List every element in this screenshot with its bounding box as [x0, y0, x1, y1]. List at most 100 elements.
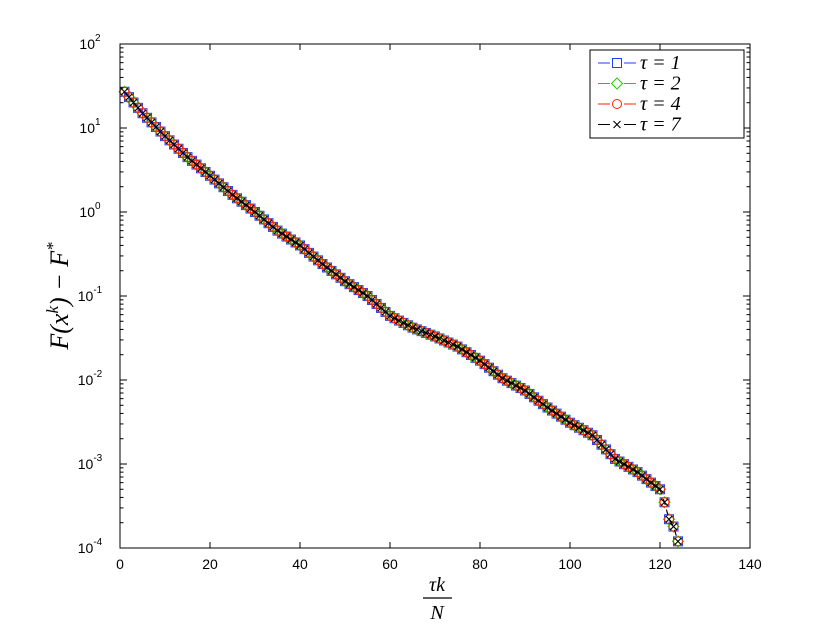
y-axis-label-sup1: k [43, 306, 62, 314]
data-point-x [575, 423, 583, 432]
data-point-x [642, 475, 651, 484]
data-point-x [282, 232, 291, 241]
data-point-circle [425, 329, 436, 340]
data-point-x [570, 421, 579, 430]
data-point-x [494, 370, 502, 379]
x-tick-label: 80 [472, 556, 488, 572]
data-point-x [440, 336, 448, 345]
data-point-x [669, 522, 678, 531]
legend: τ = 1τ = 2τ = 4τ = 7 [589, 49, 745, 139]
y-tick-label: 10-3 [78, 453, 103, 472]
y-tick-label: 100 [79, 201, 101, 220]
data-point-x [318, 260, 327, 268]
data-point-x [395, 316, 403, 325]
y-tick-label: 10-2 [78, 369, 103, 388]
x-tick-label: 20 [202, 556, 218, 572]
data-point-circle [673, 536, 683, 547]
data-point-x [435, 334, 444, 343]
series-layer [118, 85, 685, 548]
data-point-x [534, 396, 543, 405]
data-point-x [273, 226, 282, 235]
data-point-circle [448, 339, 458, 350]
data-point-x [557, 412, 565, 421]
x-tick-label: 40 [292, 556, 308, 572]
data-point-x [656, 485, 664, 494]
data-point-x [507, 379, 516, 388]
data-point-x [246, 204, 255, 213]
legend-label-diamond: τ = 2 [640, 73, 681, 95]
data-point-x [467, 351, 475, 359]
data-point-x [651, 482, 660, 490]
data-point-x [548, 406, 556, 415]
data-point-x [615, 457, 624, 466]
data-point-circle [439, 335, 449, 346]
data-point-x [485, 363, 493, 372]
legend-label-x: τ = 7 [640, 114, 682, 136]
data-point-diamond [671, 535, 685, 548]
data-point-x [579, 426, 588, 435]
legend-marker-x [613, 120, 621, 129]
data-point-x [287, 235, 295, 244]
data-point-x [120, 87, 129, 96]
x-tick-label: 140 [738, 556, 762, 572]
x-tick-label: 120 [648, 556, 672, 572]
data-point-x [638, 471, 646, 480]
data-point-circle [416, 326, 427, 337]
legend-marker-square [612, 58, 622, 68]
data-point-x [327, 267, 336, 275]
data-point-x [399, 319, 408, 327]
y-tick-label: 101 [79, 117, 101, 136]
y-tick-label: 102 [79, 33, 101, 52]
data-point-x [422, 329, 430, 337]
data-point-x [620, 460, 628, 469]
data-point-x [345, 280, 354, 289]
data-point-x [530, 393, 538, 402]
y-tick-label: 10-1 [78, 285, 103, 304]
data-point-x [359, 289, 367, 297]
data-point-circle [407, 322, 418, 333]
data-point-x [462, 348, 471, 357]
data-point-circle [412, 324, 422, 335]
data-point-x [458, 345, 466, 354]
y-tick-label: 10-4 [78, 537, 103, 556]
data-point-x [444, 338, 453, 347]
data-point-x [453, 342, 462, 351]
data-point-x [498, 374, 507, 383]
data-point-x [512, 381, 520, 390]
data-point-diamond [667, 520, 680, 533]
data-point-x [611, 455, 619, 463]
legend-label-square: τ = 1 [640, 52, 681, 74]
data-point-circle [664, 514, 674, 525]
data-point-circle [659, 497, 670, 508]
legend-marker-diamond [610, 77, 624, 90]
data-point-x [134, 103, 142, 112]
series-circle [119, 86, 683, 547]
data-point-circle [668, 521, 679, 532]
x-tick-label: 60 [382, 556, 398, 572]
x-tick-label: 100 [558, 556, 582, 572]
data-point-circle [443, 337, 454, 348]
data-point-x [291, 238, 300, 247]
data-point-x [404, 321, 412, 330]
data-point-circle [655, 484, 665, 495]
data-point-x [566, 418, 574, 427]
data-point-x [543, 403, 552, 412]
data-point-x [552, 409, 561, 418]
data-point-x [449, 340, 457, 349]
data-point-x [525, 390, 534, 398]
data-point-x [471, 353, 480, 362]
x-axis-label-numerator: τk [429, 574, 446, 596]
axis-layer: 0 20 40 60 80 100 120 140 10-4 10-3 10-2 10-1 100 101… [78, 33, 762, 572]
data-point-x [278, 229, 286, 238]
series-x [120, 87, 682, 546]
data-point-x [584, 428, 592, 437]
data-point-x [323, 263, 331, 272]
data-point-x [480, 360, 489, 369]
data-point-x [242, 201, 250, 210]
data-point-circle [430, 331, 440, 342]
data-point-x [647, 478, 655, 487]
y-axis-label: F(xk) − F* [43, 242, 74, 351]
data-point-x [489, 367, 498, 376]
data-point-x [503, 376, 511, 385]
